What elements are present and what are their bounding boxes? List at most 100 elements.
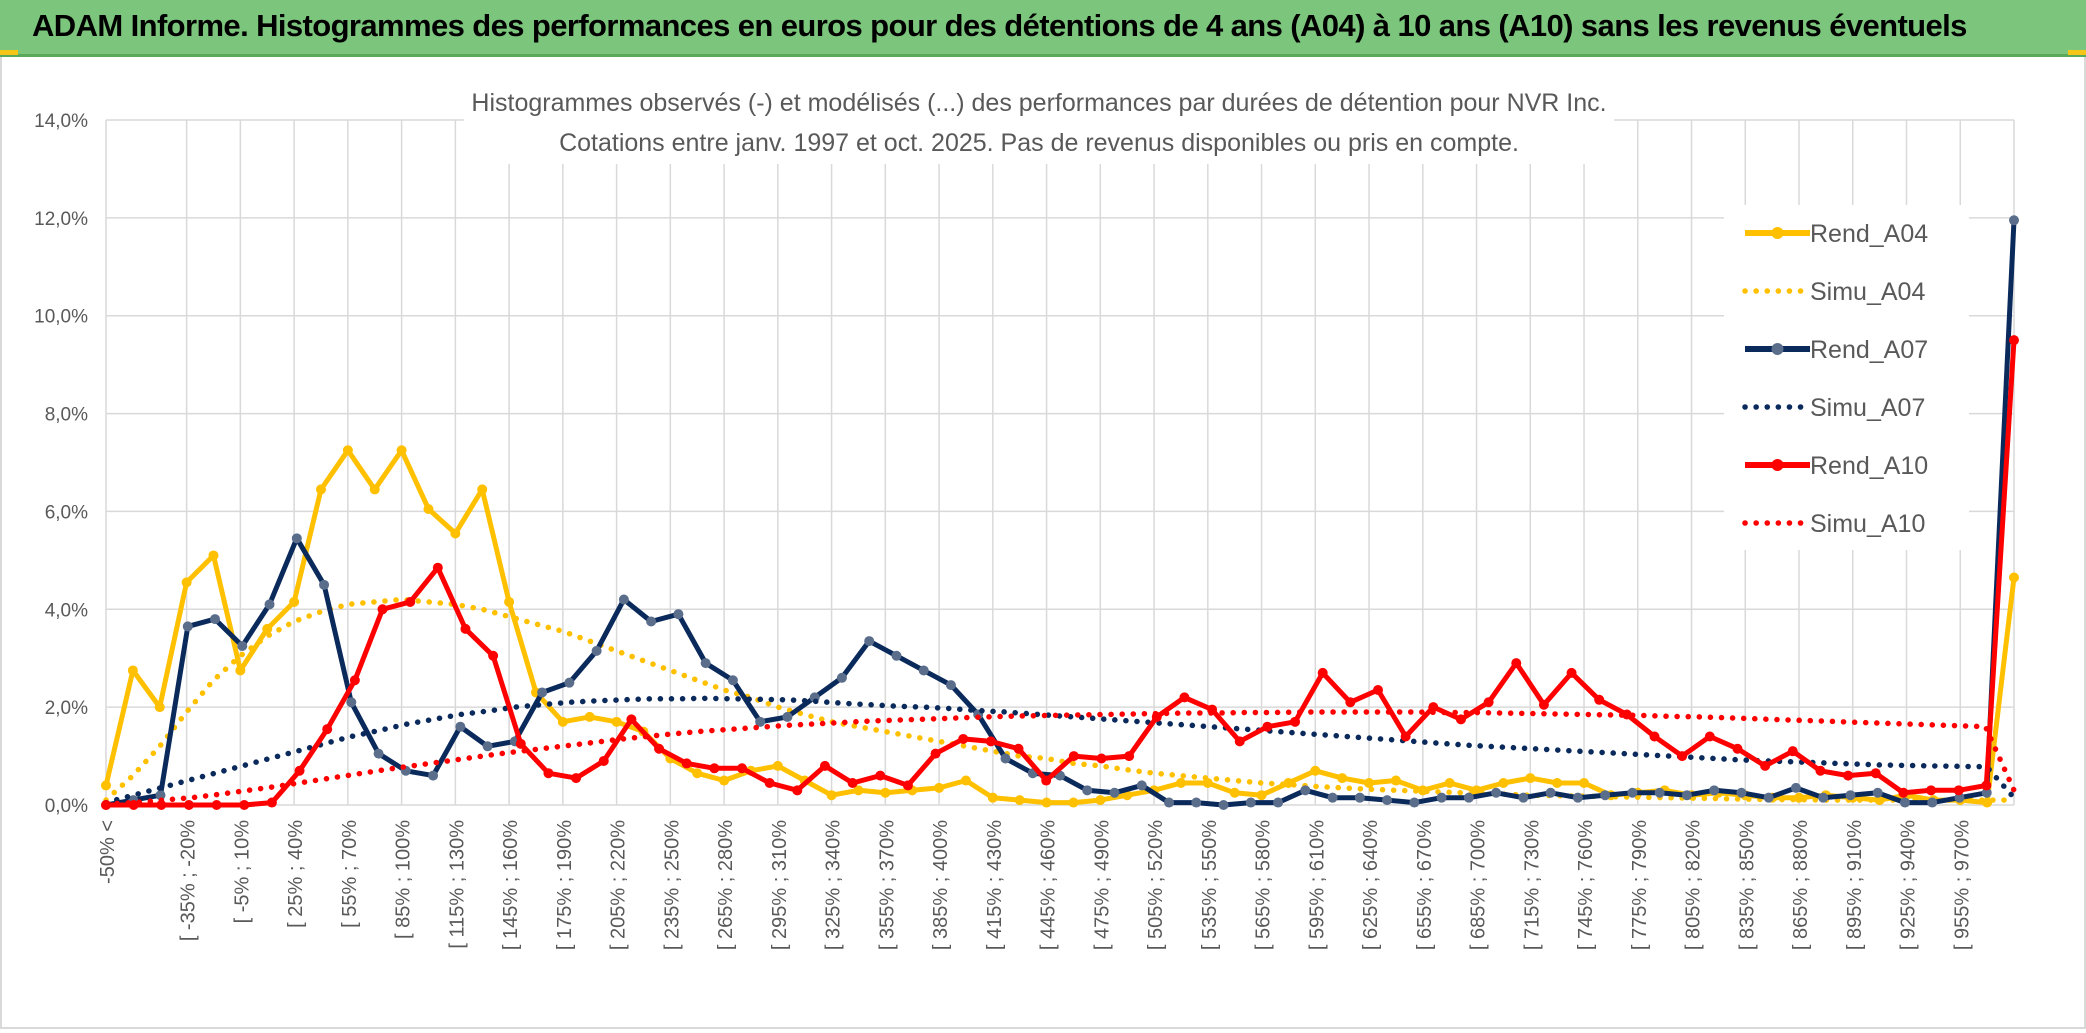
data-point-Rend_A04 [342, 445, 353, 456]
data-point-Rend_A10 [930, 748, 941, 759]
data-point-Rend_A07 [1273, 797, 1284, 808]
data-point-Rend_A10 [515, 738, 526, 749]
data-point-Rend_A04 [477, 484, 488, 495]
data-point-Rend_A07 [1872, 787, 1883, 798]
data-point-Rend_A10 [1677, 751, 1688, 762]
data-point-Rend_A10 [958, 733, 969, 744]
data-point-Rend_A04 [369, 484, 380, 495]
x-tick-label: [ 685% ; 700% [1468, 820, 1490, 950]
data-point-Rend_A04 [1283, 777, 1294, 788]
y-tick-label: 12,0% [34, 209, 88, 230]
data-point-Rend_A10 [1483, 697, 1494, 708]
data-point-Rend_A10 [1621, 709, 1632, 720]
data-point-Rend_A10 [211, 800, 222, 810]
data-point-Rend_A10 [626, 714, 637, 725]
data-point-Rend_A04 [880, 787, 891, 798]
data-point-Rend_A04 [772, 760, 783, 771]
data-point-Rend_A07 [1954, 792, 1965, 803]
data-point-Rend_A07 [155, 790, 166, 801]
series-Simu_A04 [103, 596, 2017, 803]
data-point-Rend_A04 [1229, 787, 1240, 798]
data-point-Rend_A07 [1491, 787, 1502, 798]
data-point-Rend_A07 [482, 741, 493, 752]
data-point-Rend_A10 [1760, 760, 1771, 771]
legend: Rend_A04 Simu_A04 Rend_A07 Simu_A07 Rend_A10… [1724, 205, 1969, 550]
data-point-Rend_A10 [1594, 694, 1605, 705]
data-point-Rend_A07 [564, 677, 575, 688]
data-point-Rend_A04 [289, 596, 300, 607]
data-point-Rend_A10 [1538, 699, 1549, 710]
x-tick-label: [ 325% ; 340% [823, 820, 845, 950]
data-point-Rend_A10 [875, 770, 886, 781]
x-tick-label: [ 535% ; 550% [1199, 820, 1221, 950]
data-point-Rend_A07 [864, 636, 875, 647]
data-point-Rend_A10 [709, 763, 720, 774]
data-point-Rend_A07 [1818, 792, 1829, 803]
data-point-Rend_A07 [1000, 753, 1011, 764]
data-point-Rend_A10 [681, 758, 692, 769]
data-point-Rend_A10 [571, 773, 582, 784]
data-point-Rend_A04 [692, 768, 703, 779]
y-tick-label: 4,0% [45, 600, 88, 621]
data-point-Rend_A07 [1218, 800, 1229, 810]
x-tick-label: [ 835% ; 850% [1736, 820, 1758, 950]
data-point-Rend_A07 [591, 645, 602, 656]
x-tick-label: [ 415% ; 430% [984, 820, 1006, 950]
data-point-Rend_A07 [1245, 797, 1256, 808]
x-tick-label: [ 865% ; 880% [1790, 820, 1812, 950]
data-point-Rend_A04 [101, 780, 111, 791]
data-point-Rend_A10 [1124, 751, 1135, 762]
data-point-Rend_A04 [262, 623, 273, 634]
data-point-Rend_A07 [373, 748, 384, 759]
data-point-Rend_A10 [266, 797, 277, 808]
data-point-Rend_A10 [1926, 785, 1937, 796]
chart-frame: 0,0% 2,0% 4,0% 6,0% 8,0% 10,0% 12,0% 14,0% -50% … [0, 57, 2086, 1029]
data-point-Rend_A10 [819, 760, 830, 771]
data-point-Rend_A04 [2009, 572, 2019, 583]
series-Simu_A07 [103, 695, 2017, 806]
legend-label: Simu_A04 [1810, 278, 1925, 306]
data-point-Rend_A07 [291, 533, 302, 544]
data-point-Rend_A10 [377, 604, 388, 615]
data-point-Rend_A10 [1373, 685, 1383, 696]
data-point-Rend_A04 [1014, 795, 1025, 806]
data-point-Rend_A07 [346, 697, 357, 708]
data-point-Rend_A07 [836, 672, 847, 683]
x-tick-label: [ 565% ; 580% [1253, 820, 1275, 950]
data-point-Rend_A07 [1382, 795, 1393, 806]
series-Rend_A07 [101, 215, 2019, 810]
data-point-Rend_A10 [1041, 775, 1052, 786]
data-point-Rend_A04 [1337, 773, 1348, 784]
x-tick-label: [ 955% ; 970% [1951, 820, 1973, 950]
data-point-Rend_A07 [1845, 790, 1856, 801]
legend-item-Rend_A04: Rend_A04 [1745, 220, 1928, 248]
line-chart: 0,0% 2,0% 4,0% 6,0% 8,0% 10,0% 12,0% 14,0% -50% … [34, 80, 2019, 950]
data-point-Rend_A10 [1345, 697, 1356, 708]
data-point-Rend_A10 [1704, 731, 1715, 742]
data-point-Rend_A07 [1300, 785, 1311, 796]
data-point-Rend_A10 [405, 596, 416, 607]
data-point-Rend_A04 [1498, 777, 1509, 788]
data-point-Rend_A07 [1518, 792, 1529, 803]
axis-layer: 0,0% 2,0% 4,0% 6,0% 8,0% 10,0% 12,0% 14,0% -50% … [34, 111, 1973, 950]
series-Simu_A10 [103, 709, 2017, 807]
x-tick-label: [ 355% ; 370% [876, 820, 898, 950]
data-point-Rend_A04 [450, 528, 461, 539]
data-point-Rend_A10 [1511, 658, 1522, 669]
data-point-Rend_A07 [2009, 215, 2019, 226]
legend-label: Rend_A04 [1810, 220, 1928, 248]
x-tick-label: [ -5% ; 10% [231, 820, 253, 924]
report-title: ADAM Informe. Histogrammes des performan… [32, 8, 1967, 43]
data-point-Rend_A04 [1364, 777, 1375, 788]
x-tick-label: [ 265% ; 280% [715, 820, 737, 950]
x-tick-label: [ 895% ; 910% [1844, 820, 1866, 950]
data-point-Rend_A07 [1409, 797, 1420, 808]
data-point-Rend_A10 [1068, 751, 1079, 762]
data-point-Rend_A07 [1109, 787, 1120, 798]
data-point-Rend_A10 [1649, 731, 1660, 742]
data-point-Rend_A10 [156, 800, 167, 810]
data-point-Rend_A04 [1175, 777, 1186, 788]
x-tick-label: [ 55% ; 70% [339, 820, 361, 928]
data-point-Rend_A10 [902, 780, 913, 791]
x-tick-label: [ 475% ; 490% [1091, 820, 1113, 950]
